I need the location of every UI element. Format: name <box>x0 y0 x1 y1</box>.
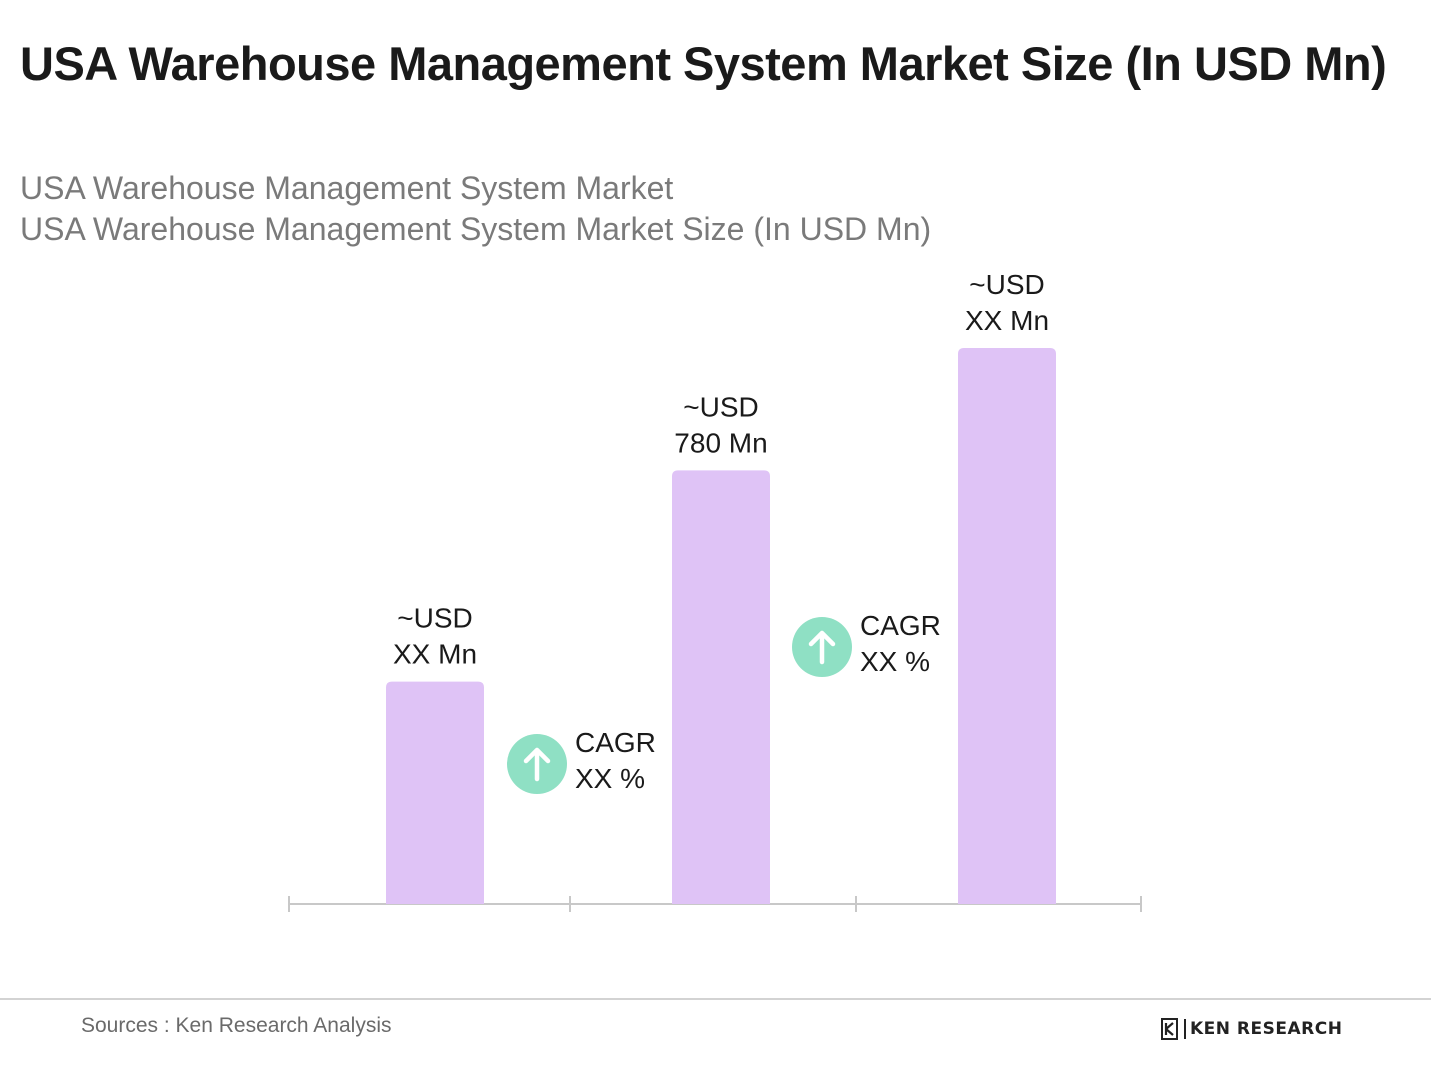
cagr-value-1: XX % <box>575 763 645 794</box>
bar-label-line2-2: 780 Mn <box>674 427 767 458</box>
bar-label-line2-1: XX Mn <box>393 639 477 670</box>
bar-2 <box>672 470 770 904</box>
footer-divider <box>0 998 1431 1000</box>
bar-label-line1-2: ~USD <box>683 391 758 422</box>
source-note: Sources : Ken Research Analysis <box>81 1014 392 1037</box>
bar-chart: ~USD XX Mn ~USD 780 Mn ~USD XX Mn CAGR XX % CAGR… <box>288 269 1142 912</box>
bar-1 <box>386 681 484 904</box>
logo-separator <box>1184 1019 1186 1039</box>
chart-subtitle-size: USA Warehouse Management System Market S… <box>20 211 932 247</box>
cagr-label-1: CAGR <box>575 727 656 758</box>
ken-research-logo: KEN RESEARCH <box>1160 1016 1342 1042</box>
chart-subtitle-market: USA Warehouse Management System Market <box>20 170 674 206</box>
bar-label-line1-1: ~USD <box>397 603 472 634</box>
bar-label-line2-3: XX Mn <box>965 305 1049 336</box>
bar-label-line1-3: ~USD <box>969 269 1044 300</box>
cagr-value-2: XX % <box>860 646 930 677</box>
logo-wordmark: KEN RESEARCH <box>1190 1019 1343 1039</box>
cagr-label-2: CAGR <box>860 610 941 641</box>
chart-title: USA Warehouse Management System Market S… <box>20 37 1387 90</box>
arrow-up-icon <box>808 630 836 665</box>
arrow-up-icon <box>523 747 551 782</box>
ken-research-logo-icon <box>1161 1018 1178 1040</box>
bar-3 <box>958 348 1056 904</box>
